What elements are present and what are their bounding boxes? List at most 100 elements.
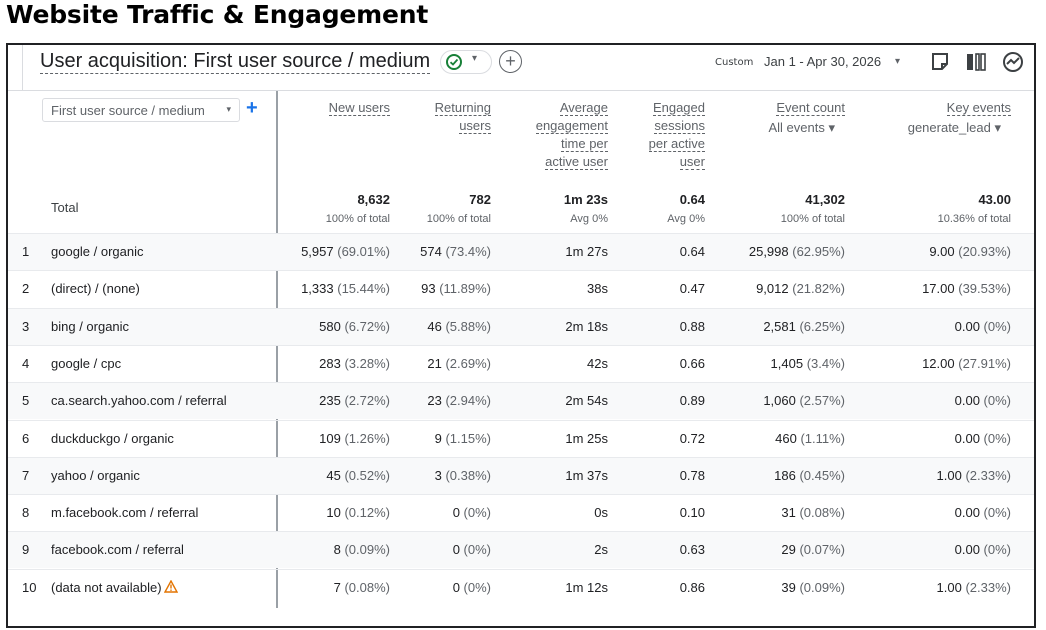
column-header[interactable]: Average engagement time per active user [498,99,608,171]
metric-percent: (0.07%) [795,542,845,558]
metric-value: 0.63 [679,542,705,558]
metric-filter-dropdown[interactable]: generate_lead ▾ [907,120,1001,135]
metric-cell: 0.64 [585,244,705,259]
metric-filter-dropdown[interactable]: All events ▾ [768,120,836,135]
table-row[interactable]: 4 google / cpc 283 (3.28%) 21 (2.69%) 42s 0.6… [8,344,1034,382]
metric-cell: 0.00 (0%) [841,319,1011,334]
insights-icon[interactable] [1002,51,1024,73]
metric-cell: 0.72 [585,431,705,446]
table-row[interactable]: 8 m.facebook.com / referral 10 (0.12%) 0 (0… [8,494,1034,531]
metric-percent: (15.44%) [333,281,390,297]
metric-percent: (0%) [979,393,1011,409]
dimension-column-divider[interactable] [276,91,278,608]
report-title[interactable]: User acquisition: First user source / me… [40,50,431,74]
row-source-medium[interactable]: google / cpc [51,355,122,371]
metric-cell: 1.00 (2.33%) [841,468,1011,483]
column-header-label: users [459,118,491,134]
table-row[interactable]: 9 facebook.com / referral 8 (0.09%) 0 (0%) 2… [8,531,1034,569]
metric-value: 0.00 [954,430,980,446]
metric-percent: (0%) [979,318,1011,334]
metric-cell: 2m 54s [468,393,608,408]
metric-value: 574 [420,244,442,259]
metric-value: 45 [326,467,341,483]
metric-cell: 0.63 [585,542,705,557]
table-row[interactable]: 7 yahoo / organic 45 (0.52%) 3 (0.38%) 1m 37… [8,456,1034,494]
metric-percent: (0%) [459,542,491,558]
row-source-medium[interactable]: facebook.com / referral [51,542,184,558]
column-header[interactable]: Returning users [401,99,491,135]
metric-cell: 45 (0.52%) [260,468,390,483]
metric-percent: (0%) [459,579,491,595]
metric-value: 1m 37s [565,467,608,483]
metric-value: 21 [427,355,442,371]
share-icon[interactable] [929,51,951,73]
metric-value: 46 [427,318,442,334]
table-row[interactable]: 10 (data not available) 7 (0.08%) 0 (0%) 1m … [8,568,1034,606]
table-row[interactable]: 2 (direct) / (none) 1,333 (15.44%) 93 (11.8… [8,270,1034,307]
dimension-label: First user source / medium [51,103,205,118]
row-source-medium[interactable]: m.facebook.com / referral [51,505,199,521]
metric-percent: (1.11%) [796,430,845,446]
metric-percent: (2.33%) [961,579,1011,595]
metric-percent: (62.95%) [788,244,845,259]
metric-cell: 38s [468,281,608,296]
metric-value: 1,405 [770,355,804,371]
column-header[interactable]: Engaged sessions per active user [615,99,705,171]
column-header[interactable]: Event count [725,99,845,117]
table-row[interactable]: 5 ca.search.yahoo.com / referral 235 (2.72… [8,382,1034,420]
warning-icon[interactable] [163,579,178,593]
metric-cell: 0.00 (0%) [841,393,1011,408]
metric-percent: (0.09%) [795,579,845,595]
metric-cell: 0.89 [585,393,705,408]
row-source-medium[interactable]: yahoo / organic [51,467,140,483]
table-row[interactable]: 1 google / organic 5,957 (69.01%) 574 (73.4… [8,233,1034,270]
metric-value: 9.00 [929,244,955,259]
row-source-medium[interactable]: (data not available) [51,579,178,595]
metric-value: 29 [781,542,796,558]
metric-value: 1m 25s [565,430,608,446]
metric-value: 1.00 [936,467,962,483]
date-range-caret[interactable]: ▾ [895,56,901,67]
metric-percent: (3.4%) [803,355,845,371]
row-source-medium[interactable]: google / organic [51,244,144,259]
table-row[interactable]: 6 duckduckgo / organic 109 (1.26%) 9 (1.15%… [8,419,1034,457]
metric-cell: 1,060 (2.57%) [695,393,845,408]
report-status-pill[interactable] [440,50,492,74]
check-circle-icon[interactable] [446,54,462,70]
status-dropdown-caret[interactable]: ▾ [472,53,478,64]
metric-value: 0s [594,505,608,521]
metric-percent: (39.53%) [954,281,1011,297]
metric-value: 0.66 [679,355,705,371]
metric-value: 2m 18s [565,318,608,334]
table-row[interactable]: 3 bing / organic 580 (6.72%) 46 (5.88%) 2m 1… [8,307,1034,345]
column-header[interactable]: New users [290,99,390,117]
metric-value: 9,012 [756,281,789,297]
metric-value: 42s [587,355,608,371]
row-source-medium[interactable]: ca.search.yahoo.com / referral [51,393,227,409]
metric-cell: 8 (0.09%) [260,542,390,557]
add-dimension-button[interactable]: + [246,97,258,119]
row-source-medium[interactable]: bing / organic [51,318,130,334]
add-comparison-icon[interactable]: + [499,50,522,73]
metric-value: 1m 12s [565,579,608,595]
dimension-selector[interactable]: First user source / medium ▾ [42,98,240,122]
date-range-picker[interactable]: Jan 1 - Apr 30, 2026 [764,54,882,69]
metric-value: 12.00 [922,355,955,371]
row-rank: 2 [22,281,30,297]
metric-value: 7 [333,579,341,595]
row-source-medium[interactable]: (direct) / (none) [51,281,140,297]
metric-percent: (0.08%) [340,579,390,595]
row-source-medium[interactable]: duckduckgo / organic [51,430,174,446]
customize-report-icon[interactable] [965,51,987,73]
metric-value: 17.00 [922,281,955,297]
metric-value: 2m 54s [565,393,608,409]
metric-percent: (5.88%) [441,318,491,334]
metric-cell: 235 (2.72%) [260,393,390,408]
metric-value: 25,998 [748,244,789,259]
column-header[interactable]: Key events [871,99,1011,117]
total-subtext: Avg 0% [667,213,705,225]
metric-percent: (0%) [979,430,1011,446]
metric-value: 0.10 [679,505,705,521]
metric-percent: (0.09%) [340,542,390,558]
column-header-label: active user [545,154,608,170]
